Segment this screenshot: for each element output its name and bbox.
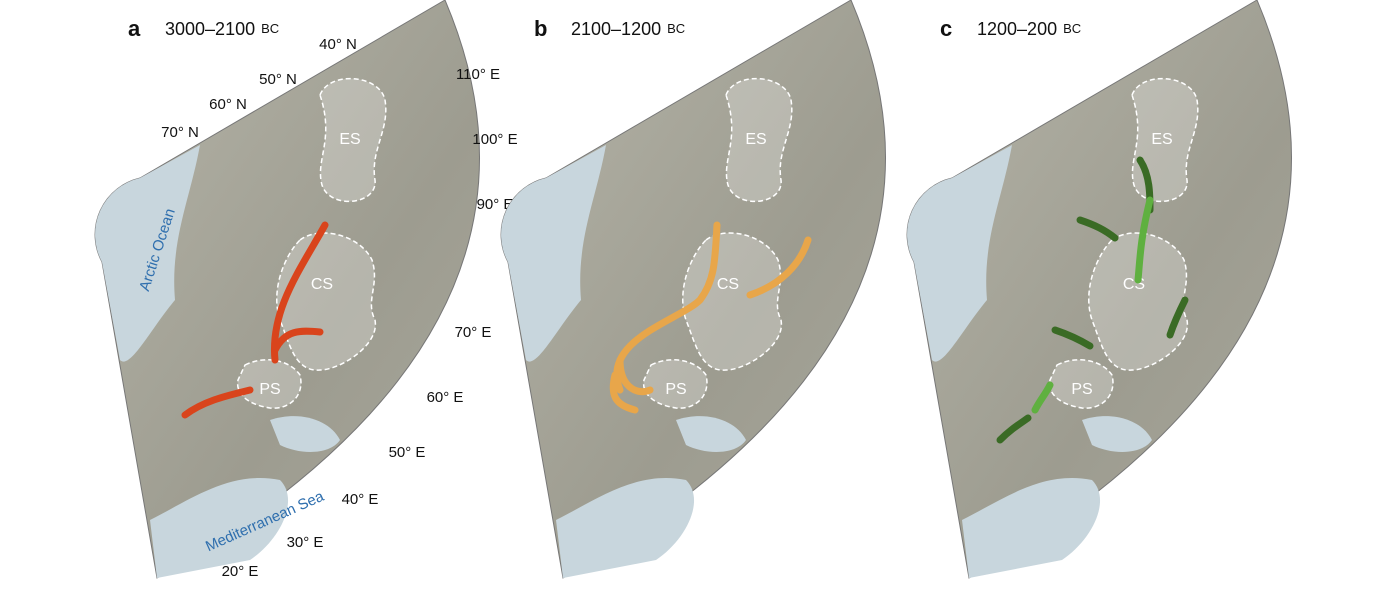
region-label: PS: [259, 381, 280, 398]
migration-arrow: [1166, 296, 1189, 339]
migration-arrow: [1076, 216, 1119, 242]
sea: [1082, 416, 1152, 452]
region-outline: [276, 232, 376, 371]
period: 1200–200 BC: [977, 19, 1081, 39]
longitude-label: 50° E: [389, 444, 426, 461]
longitude-label: 60° E: [427, 389, 464, 406]
migration-arrow: [181, 386, 254, 419]
latitude-label: 40° N: [319, 36, 357, 53]
region-label: ES: [339, 131, 360, 148]
period: 2100–1200 BC: [571, 19, 685, 39]
migration-arrow: [270, 221, 329, 364]
sea: [676, 416, 746, 452]
sea: [907, 145, 1012, 362]
panel-letter: c: [940, 16, 952, 41]
region-label: CS: [717, 276, 739, 293]
longitude-label: 20° E: [222, 563, 259, 580]
sea: [556, 478, 695, 578]
period-era: BC: [261, 21, 279, 36]
longitude-label: 110° E: [456, 66, 500, 83]
period-era: BC: [1063, 21, 1081, 36]
migration-arrow: [616, 356, 654, 396]
region-label: CS: [1123, 276, 1145, 293]
sea: [95, 145, 200, 362]
sea: [150, 478, 289, 578]
panel-letter: a: [128, 16, 141, 41]
migration-arrow: [613, 221, 721, 394]
migration-arrow: [996, 414, 1032, 444]
map-panel: ES CS PS c 1200–200 BC: [906, 0, 1292, 579]
region-label: ES: [1151, 131, 1172, 148]
region-outline: [236, 359, 302, 409]
map-panel: ES CS PS b 2100–1200 BC: [500, 0, 886, 579]
region-outline: [725, 77, 793, 202]
latitude-label: 50° N: [259, 71, 297, 88]
region-outline: [1048, 359, 1114, 409]
latitude-label: 70° N: [161, 124, 199, 141]
migration-arrow: [746, 236, 812, 299]
longitude-label: 90° E: [477, 196, 514, 213]
longitude-label: 30° E: [287, 534, 324, 551]
region-outline: [1088, 232, 1188, 371]
region-outline: [642, 359, 708, 409]
region-label: PS: [1071, 381, 1092, 398]
migration-arrow: [1051, 326, 1094, 350]
region-outline: [319, 77, 387, 202]
migration-arrow: [1134, 196, 1154, 284]
period-era: BC: [667, 21, 685, 36]
migration-arrow: [271, 327, 324, 354]
longitude-label: 100° E: [472, 131, 517, 148]
period-years: 3000–2100: [165, 19, 255, 39]
region-label: CS: [311, 276, 333, 293]
region-label: PS: [665, 381, 686, 398]
sea: [962, 478, 1101, 578]
map-panel: ES CS PS a 3000–2100 BC 40° N 50° N 60° N 70° N 11…: [94, 0, 518, 580]
period-years: 2100–1200: [571, 19, 661, 39]
latitude-label: 60° N: [209, 96, 247, 113]
sea: [501, 145, 606, 362]
migration-arrow: [1031, 381, 1054, 414]
panel-letter: b: [534, 16, 547, 41]
period: 3000–2100 BC: [165, 19, 279, 39]
migration-arrow: [609, 371, 639, 414]
longitude-label: 70° E: [455, 324, 492, 341]
period-years: 1200–200: [977, 19, 1057, 39]
sea: [270, 416, 340, 452]
region-label: ES: [745, 131, 766, 148]
longitude-label: 40° E: [342, 491, 379, 508]
